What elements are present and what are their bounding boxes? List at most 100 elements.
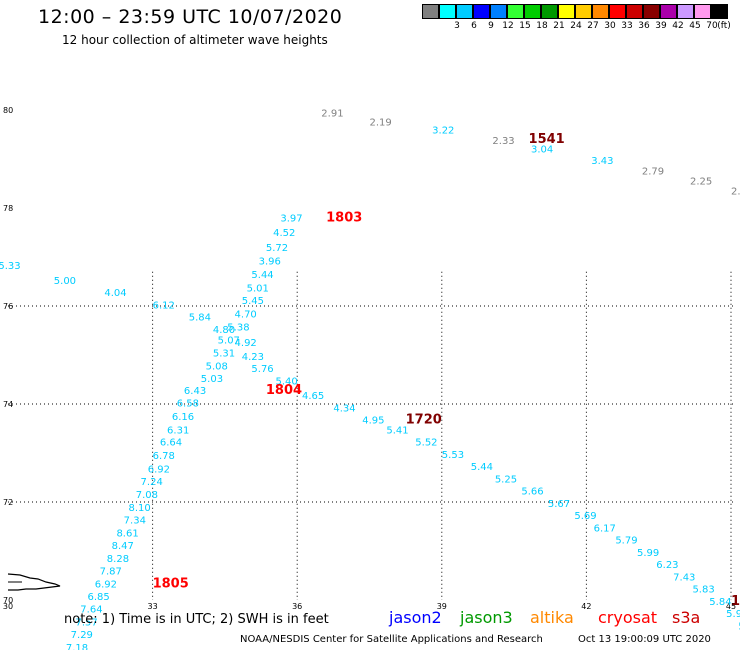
wave-height-label: 7.64 [80, 605, 102, 616]
wave-height-label: 8.47 [112, 541, 134, 552]
latitude-label: 72 [3, 498, 13, 507]
pass-time-label: 1805 [153, 576, 189, 591]
latitude-label: 80 [3, 106, 13, 115]
legend-swatch [677, 4, 694, 19]
wave-height-label: 7.34 [124, 516, 146, 527]
wave-height-label: 5.41 [386, 425, 408, 436]
legend-label: 27 [587, 21, 599, 31]
wave-height-label: 5.83 [692, 585, 714, 596]
satellite-cryosat: cryosat [598, 608, 658, 627]
wave-height-label: 4.52 [273, 228, 295, 239]
legend-swatch [439, 4, 456, 19]
wave-height-label: 4.70 [235, 309, 257, 320]
legend-label: 33 [621, 21, 633, 31]
wave-height-label: 2.19 [370, 118, 392, 129]
page-subtitle: 12 hour collection of altimeter wave hei… [62, 33, 328, 47]
wave-height-label: 7.57 [75, 617, 97, 628]
wave-height-label: 6.16 [172, 412, 194, 423]
pass-time-label: 1720 [406, 413, 442, 428]
wave-height-label: 6.58 [177, 398, 199, 409]
wave-height-label: 4.65 [302, 391, 324, 402]
legend-label: 15 [519, 21, 531, 31]
wave-height-label: 5.79 [615, 536, 637, 547]
generation-timestamp: Oct 13 19:00:09 UTC 2020 [578, 634, 711, 645]
wave-height-label: 2.79 [642, 167, 664, 178]
wave-height-label: 5.53 [442, 450, 464, 461]
latitude-label: 70 [3, 596, 13, 605]
longitude-label: 42 [581, 602, 591, 611]
legend-swatch [507, 4, 524, 19]
wave-height-label: 6.78 [153, 451, 175, 462]
wave-height-label: 3.97 [280, 214, 302, 225]
wave-height-label: 5.44 [471, 462, 493, 473]
wave-height-label: 4.04 [104, 288, 126, 299]
wave-height-label: 5.52 [415, 438, 437, 449]
legend-swatch [609, 4, 626, 19]
wave-height-label: 5.66 [521, 487, 543, 498]
coastline-shape [7, 573, 61, 591]
wave-height-label: 6.92 [95, 579, 117, 590]
wave-height-label: 5.71 [738, 621, 740, 632]
wave-height-label: 2.33 [492, 136, 514, 147]
legend-label: 6 [471, 21, 477, 31]
legend-swatch [592, 4, 609, 19]
legend-swatch [694, 4, 711, 19]
wave-height-label: 7.87 [100, 567, 122, 578]
legend-label: 30 [604, 21, 616, 31]
page-title: 12:00 – 23:59 UTC 10/07/2020 [38, 6, 343, 28]
legend-swatch [456, 4, 473, 19]
legend-swatch [643, 4, 660, 19]
wave-height-label: 6.17 [594, 523, 616, 534]
wave-height-label: 5.03 [201, 374, 223, 385]
legend-swatch [422, 4, 439, 19]
wave-height-label: 2.25 [690, 176, 712, 187]
wave-height-label: 6.12 [153, 300, 175, 311]
legend-label: 36 [638, 21, 650, 31]
wave-height-label: 6.31 [167, 425, 189, 436]
wave-height-label: 8.61 [116, 528, 138, 539]
wave-height-label: 5.40 [276, 376, 298, 387]
legend-label: 12 [502, 21, 514, 31]
wave-height-label: 6.64 [160, 438, 182, 449]
wave-height-label: 4.95 [362, 416, 384, 427]
wave-height-label: 8.10 [129, 503, 151, 514]
wave-height-label: 7.18 [66, 643, 88, 650]
satellite-jason3: jason3 [460, 608, 513, 627]
satellite-altika: altika [530, 608, 574, 627]
wave-height-label: 3.96 [259, 256, 281, 267]
legend-swatch [524, 4, 541, 19]
wave-height-label: 5.69 [574, 511, 596, 522]
pass-time-label: 1719 [731, 594, 740, 609]
wave-height-label: 5.96 [726, 609, 740, 620]
wave-height-label: 4.23 [242, 352, 264, 363]
pass-time-label: 1804 [266, 383, 302, 398]
legend-swatch [626, 4, 643, 19]
legend-label: 21 [553, 21, 565, 31]
wave-height-label: 5.76 [251, 364, 273, 375]
wave-height-label: 3.43 [591, 156, 613, 167]
footnote: note: 1) Time is in UTC; 2) SWH is in fe… [64, 612, 329, 627]
longitude-label: 30 [3, 602, 13, 611]
legend-label: 42 [672, 21, 684, 31]
wave-height-label: 5.45 [242, 296, 264, 307]
pass-time-label: 1541 [529, 132, 565, 147]
latitude-label: 76 [3, 302, 13, 311]
wave-height-label: 2.91 [321, 108, 343, 119]
wave-height-label: 4.92 [235, 338, 257, 349]
longitude-label: 36 [292, 602, 302, 611]
legend-label: 3 [454, 21, 460, 31]
wave-height-label: 5.67 [548, 499, 570, 510]
wave-height-label: 5.84 [189, 313, 211, 324]
legend-label: 24 [570, 21, 582, 31]
longitude-label: 39 [437, 602, 447, 611]
legend-label: 18 [536, 21, 548, 31]
longitude-label: 45 [726, 602, 736, 611]
latitude-label: 78 [3, 204, 13, 213]
wave-height-label: 4.34 [333, 403, 355, 414]
wave-height-label: 2.8 [731, 186, 740, 197]
wave-height-label: 6.92 [148, 465, 170, 476]
credit-line: NOAA/NESDIS Center for Satellite Applica… [240, 634, 543, 645]
wave-height-label: 5.33 [0, 261, 21, 272]
wave-height-label: 3.22 [432, 126, 454, 137]
